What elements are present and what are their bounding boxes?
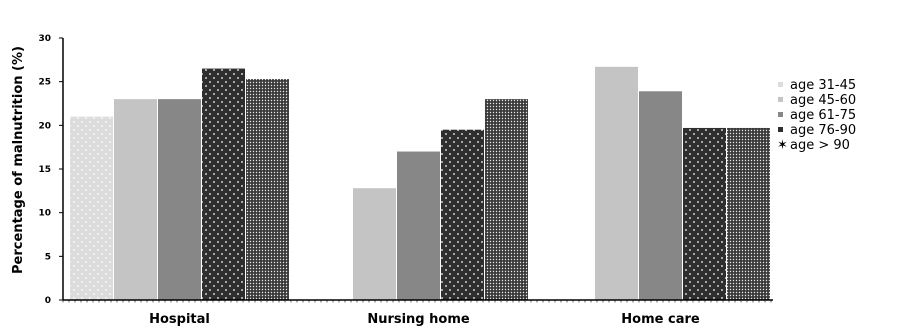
bar-5-2 [485,99,528,300]
legend-swatch [778,97,783,102]
y-tick-label: 5 [45,252,51,262]
category-label: Home care [621,312,700,327]
legend-swatch [778,127,783,132]
bar-5-1 [246,79,289,301]
legend-label: age > 90 [790,138,850,153]
y-tick-label: 10 [38,209,51,219]
y-tick-label: 30 [38,34,51,44]
legend-label: age 31-45 [790,78,856,93]
y-tick-label: 0 [45,296,51,306]
x-axis-labels: Hospital Nursing home Home care [149,312,700,327]
bar-2-3 [595,66,638,300]
y-axis-ticks: 0 5 10 15 20 25 30 [38,34,63,306]
bar-3-1 [158,99,201,300]
bar-3-3 [639,91,682,300]
bar-4-2 [441,129,484,300]
bars [70,66,770,301]
legend-swatch-dotted: ✶ [777,138,788,153]
bar-2-1 [114,99,157,300]
y-axis-label: Percentage of malnutrition (%) [11,46,26,274]
bar-3-2 [397,151,440,300]
bar-5-3 [727,127,770,300]
bar-4-1 [202,68,245,300]
legend-label: age 76-90 [790,123,856,138]
y-tick-label: 20 [38,121,51,131]
bar-2-2 [353,188,396,300]
axes [62,38,773,303]
legend-label: age 45-60 [790,93,856,108]
bar-1-1 [70,116,113,300]
bar-4-3 [683,127,726,300]
category-label: Hospital [149,312,210,327]
legend-swatch [778,112,783,117]
y-tick-label: 25 [38,78,51,88]
y-tick-label: 15 [38,165,51,175]
category-label: Nursing home [367,312,470,327]
legend-label: age 61-75 [790,108,856,123]
legend-swatch [778,82,783,87]
